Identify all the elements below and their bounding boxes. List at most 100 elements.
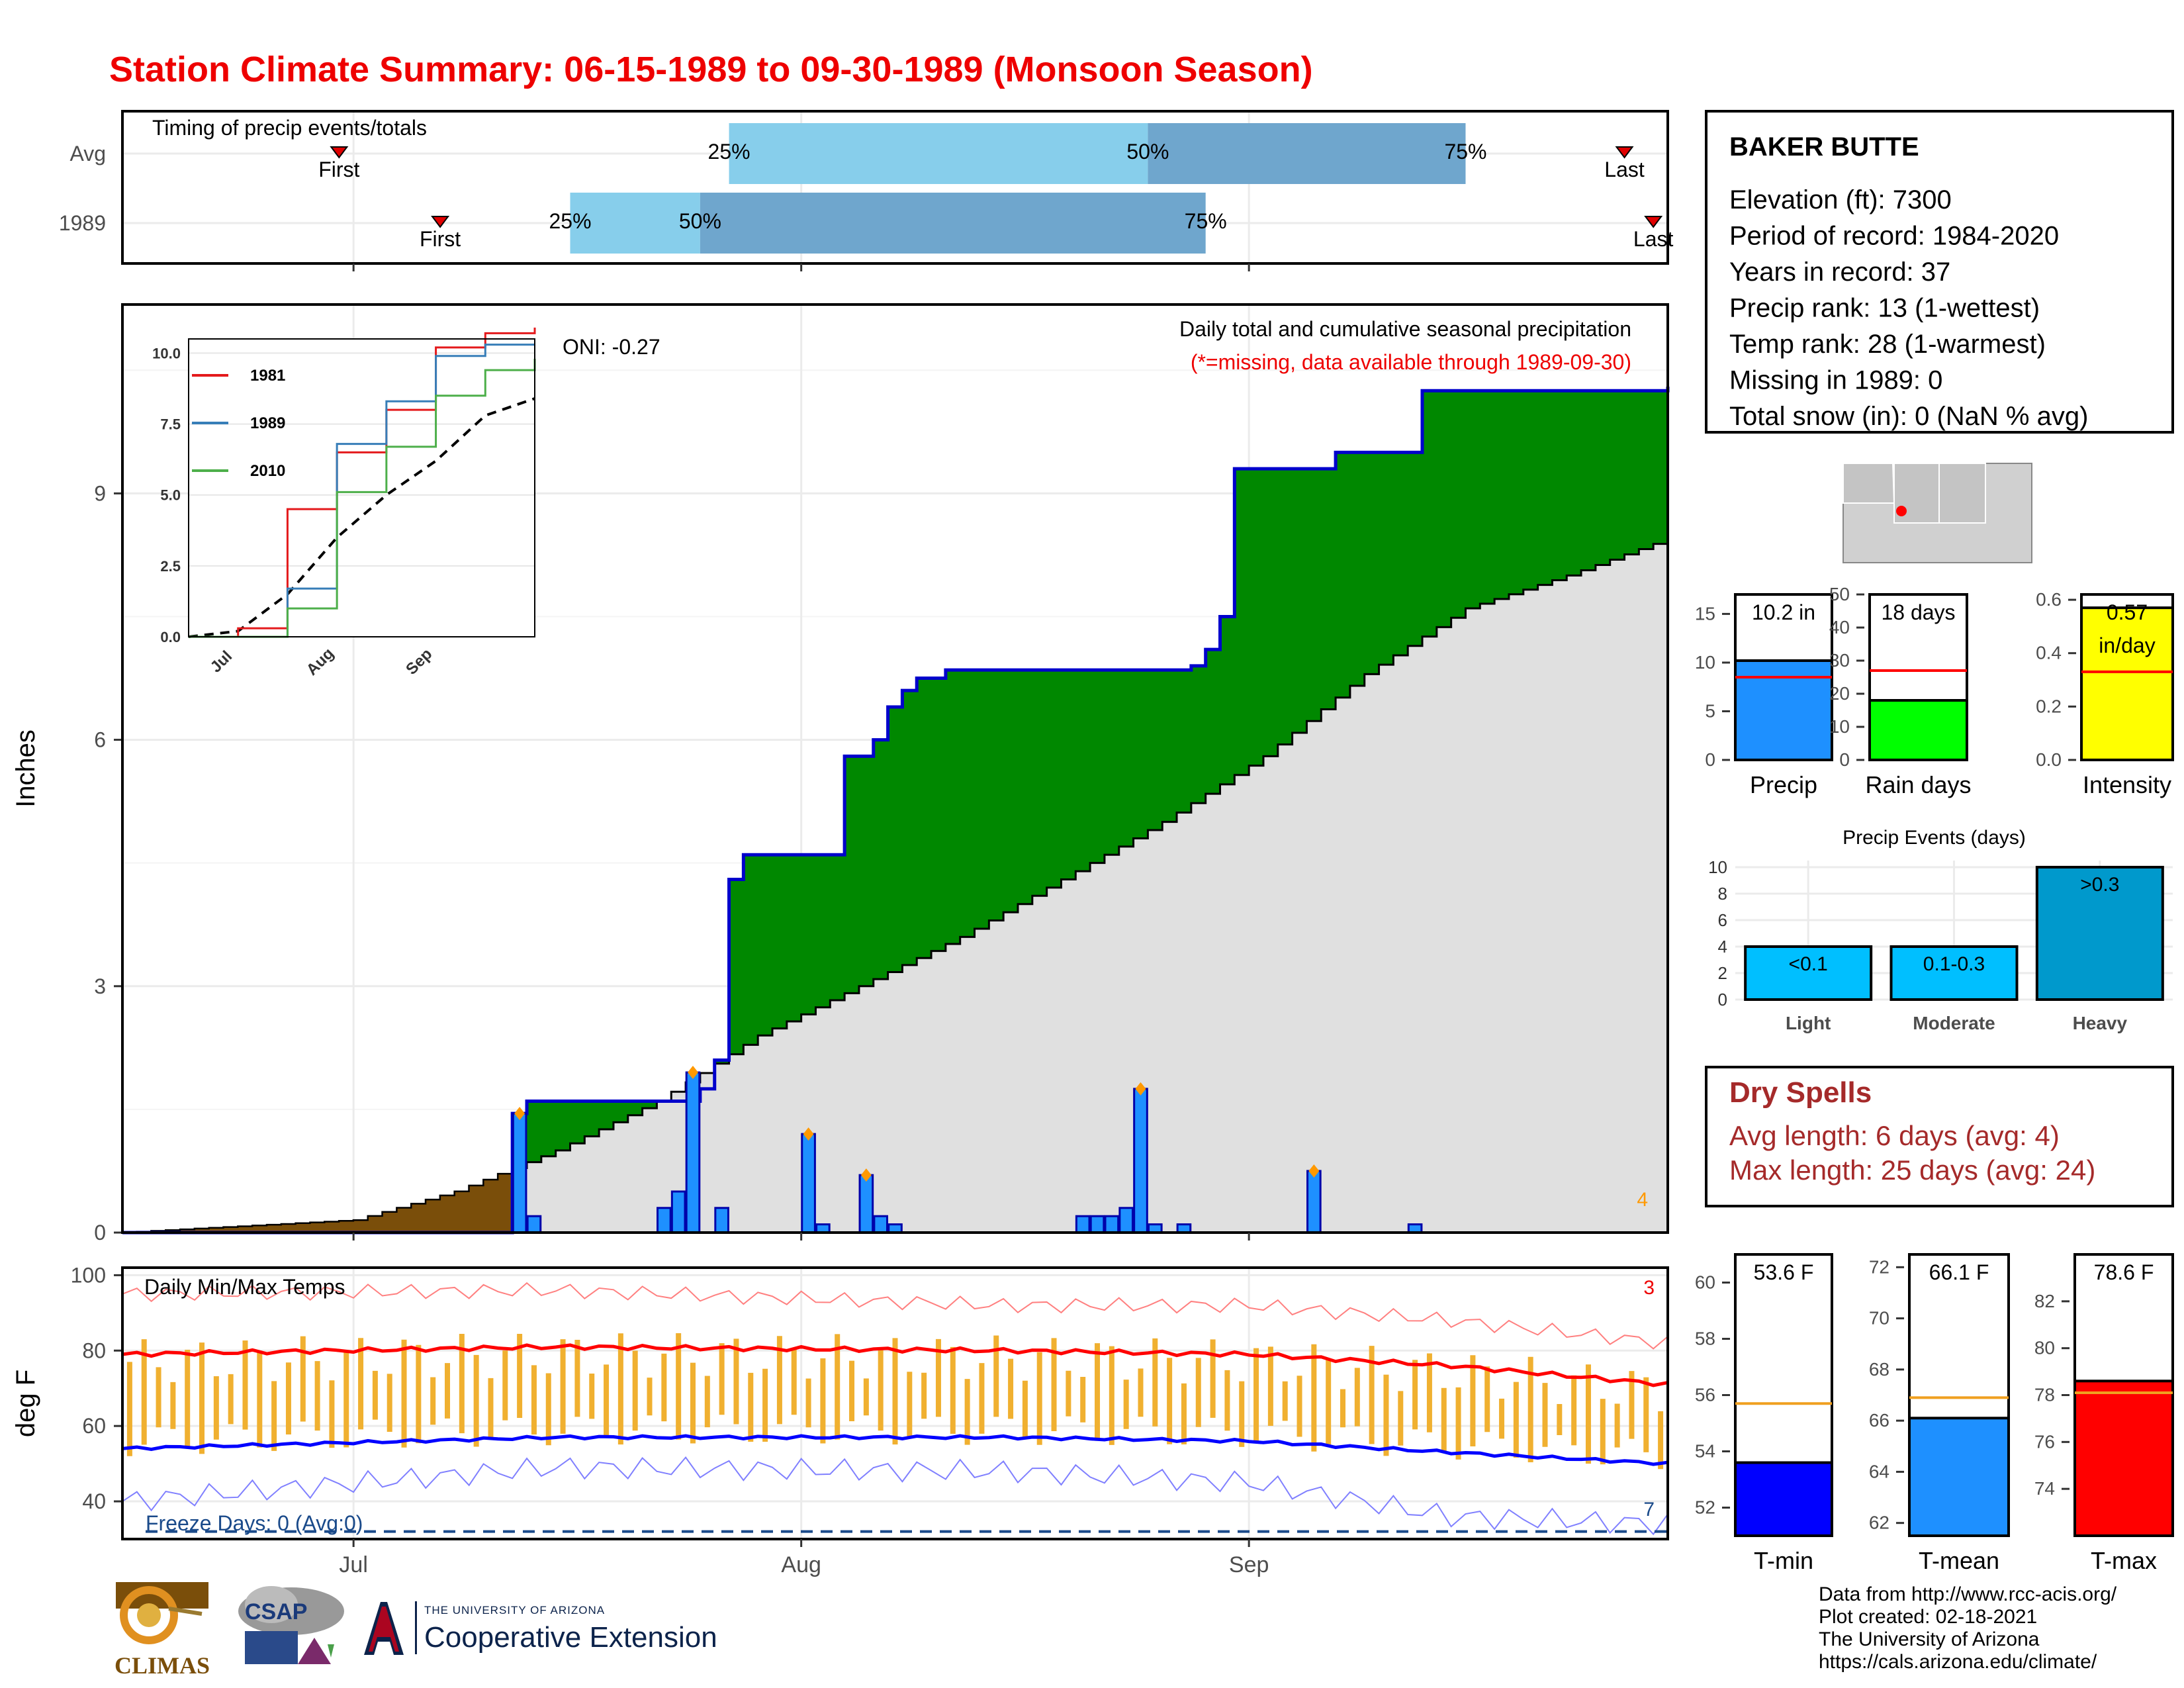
csap-wordmark: CSAP — [245, 1599, 308, 1624]
events-y-tick: 8 — [1718, 884, 1727, 904]
mini-bar-y-tick: 30 — [1829, 650, 1850, 671]
events-category-label: Heavy — [2073, 1013, 2128, 1033]
precip-peak-marker-icon — [514, 1107, 525, 1121]
station-info-line: Missing in 1989: 0 — [1729, 366, 1942, 395]
inset-y-tick: 7.5 — [160, 416, 181, 433]
inset-legend-label: 1981 — [250, 367, 285, 385]
mini-bar-y-tick: 62 — [1869, 1513, 1889, 1533]
events-bar — [1744, 945, 1873, 1001]
dry-spells-frame — [1705, 1066, 2174, 1207]
temps-y-axis-label: deg F — [11, 1370, 40, 1437]
mini-bar-value-label: 53.6 F — [1754, 1260, 1814, 1284]
inset-legend-label: 1989 — [250, 414, 285, 432]
station-info-line: Years in record: 37 — [1729, 258, 1950, 287]
mini-bar-y-tick: 82 — [2034, 1291, 2055, 1311]
timing-row-label: Avg — [69, 142, 106, 165]
timing-p75-label: 75% — [1185, 209, 1227, 233]
csap-logo: CSAP — [232, 1585, 351, 1677]
average-max-line — [122, 1343, 1668, 1387]
precip-peak-marker-icon — [1135, 1082, 1146, 1096]
station-info-line: Precip rank: 13 (1-wettest) — [1729, 294, 2040, 323]
events-y-tick: 10 — [1708, 857, 1727, 877]
events-bar — [2035, 866, 2164, 1001]
timing-last-marker-icon — [1644, 216, 1663, 228]
timing-p50-label: 50% — [679, 209, 721, 233]
csap-cloud-icon — [238, 1586, 344, 1664]
inset-bg — [189, 339, 535, 637]
x-axis-month-label: Aug — [781, 1552, 821, 1577]
timing-p50-label: 50% — [1126, 140, 1169, 164]
mini-bar-category-label: Precip — [1750, 771, 1817, 798]
mini-bar-y-tick: 40 — [1829, 617, 1850, 637]
mini-bar-y-tick: 0.0 — [2036, 749, 2062, 770]
events-category-label: Light — [1786, 1013, 1831, 1033]
climas-logo: CLIMAS — [109, 1582, 215, 1679]
mini-bar-y-tick: 76 — [2034, 1431, 2055, 1452]
x-axis-month-label: Jul — [339, 1552, 367, 1577]
mini-bar-value-label: 0.57 — [2107, 600, 2148, 624]
timing-p25-label: 25% — [549, 209, 591, 233]
mini-bar-y-tick: 60 — [1695, 1272, 1715, 1293]
mini-bar-y-tick: 52 — [1695, 1497, 1715, 1518]
mini-bar-y-tick: 54 — [1695, 1441, 1715, 1462]
station-info-line: Total snow (in): 0 (NaN % avg) — [1729, 402, 2088, 431]
dry-spells-title: Dry Spells — [1729, 1076, 1872, 1109]
inset-frame — [188, 338, 535, 637]
climas-wordmark: CLIMAS — [114, 1652, 210, 1679]
mini-bar-y-tick: 0 — [1839, 749, 1850, 770]
precip-y-tick: 3 — [94, 974, 106, 998]
mini-bar-y-tick: 74 — [2034, 1478, 2055, 1499]
footer-credits: Data from http://www.rcc-acis.org/ Plot … — [1819, 1583, 2116, 1673]
inset-legend-label: 2010 — [250, 462, 285, 480]
daily-precip-bar — [670, 1190, 686, 1234]
inset-y-tick: 5.0 — [160, 487, 181, 504]
temps-heading: Daily Min/Max Temps — [144, 1275, 345, 1299]
temps-y-tick: 40 — [82, 1489, 106, 1513]
temps-y-tick: 100 — [71, 1263, 106, 1287]
mini-bar-y-tick: 56 — [1695, 1385, 1715, 1405]
timing-heading: Timing of precip events/totals — [152, 116, 427, 140]
daily-precip-bar — [1118, 1207, 1134, 1234]
daily-precip-bar — [1133, 1088, 1148, 1234]
mini-bar-y-tick: 10 — [1829, 716, 1850, 737]
coop-extension-name: Cooperative Extension — [424, 1621, 717, 1654]
daily-precip-bar — [1306, 1170, 1322, 1234]
mini-bar-category-label: T-mean — [1919, 1547, 1999, 1574]
mini-bar-y-tick: 70 — [1869, 1308, 1889, 1329]
events-title: Precip Events (days) — [1843, 827, 2026, 849]
daily-precip-bar — [526, 1215, 542, 1234]
precip-peak-marker-icon — [687, 1066, 698, 1080]
timing-first-marker-icon — [431, 216, 450, 228]
inset-series-line — [189, 359, 536, 638]
dry-spells-max: Max length: 25 days (avg: 24) — [1729, 1154, 2095, 1186]
daily-precip-bar — [1104, 1215, 1120, 1234]
station-info-line: Elevation (ft): 7300 — [1729, 185, 1952, 214]
mini-bar-value — [2073, 1380, 2174, 1537]
events-bar-label: 0.1-0.3 — [1923, 953, 1985, 975]
map-state-borders-icon — [1843, 463, 1986, 524]
footer-line: Plot created: 02-18-2021 — [1819, 1606, 2038, 1628]
timing-panel-frame — [121, 110, 1669, 265]
events-y-tick: 0 — [1718, 990, 1727, 1009]
oni-label: ONI: -0.27 — [563, 335, 660, 359]
dry-spells-avg: Avg length: 6 days (avg: 4) — [1729, 1120, 2060, 1151]
freeze-days-label: Freeze Days: 0 (Avg:0) — [146, 1511, 363, 1535]
mini-bar-value — [1908, 1417, 2010, 1537]
precip-peak-marker-icon — [803, 1127, 814, 1141]
mini-bar-y-tick: 20 — [1829, 683, 1850, 704]
footer-line: https://cals.arizona.edu/climate/ — [1819, 1651, 2097, 1673]
mini-bar-category-label: Intensity — [2083, 771, 2171, 798]
precip-missing-count: 4 — [1637, 1189, 1648, 1211]
inset-y-tick: 10.0 — [152, 345, 181, 361]
daily-precip-bar — [512, 1112, 527, 1234]
mini-bar-value-label: 78.6 F — [2094, 1260, 2154, 1284]
mini-bar-y-tick: 15 — [1695, 603, 1715, 624]
mini-bar-value — [2080, 606, 2174, 762]
events-y-tick: 6 — [1718, 910, 1727, 930]
daily-precip-bar — [714, 1207, 729, 1234]
mini-bar-value-label: 66.1 F — [1929, 1260, 1989, 1284]
station-location-icon — [1896, 506, 1907, 516]
timing-bar-25-50 — [570, 193, 700, 254]
mini-bar-value — [1868, 699, 1968, 761]
